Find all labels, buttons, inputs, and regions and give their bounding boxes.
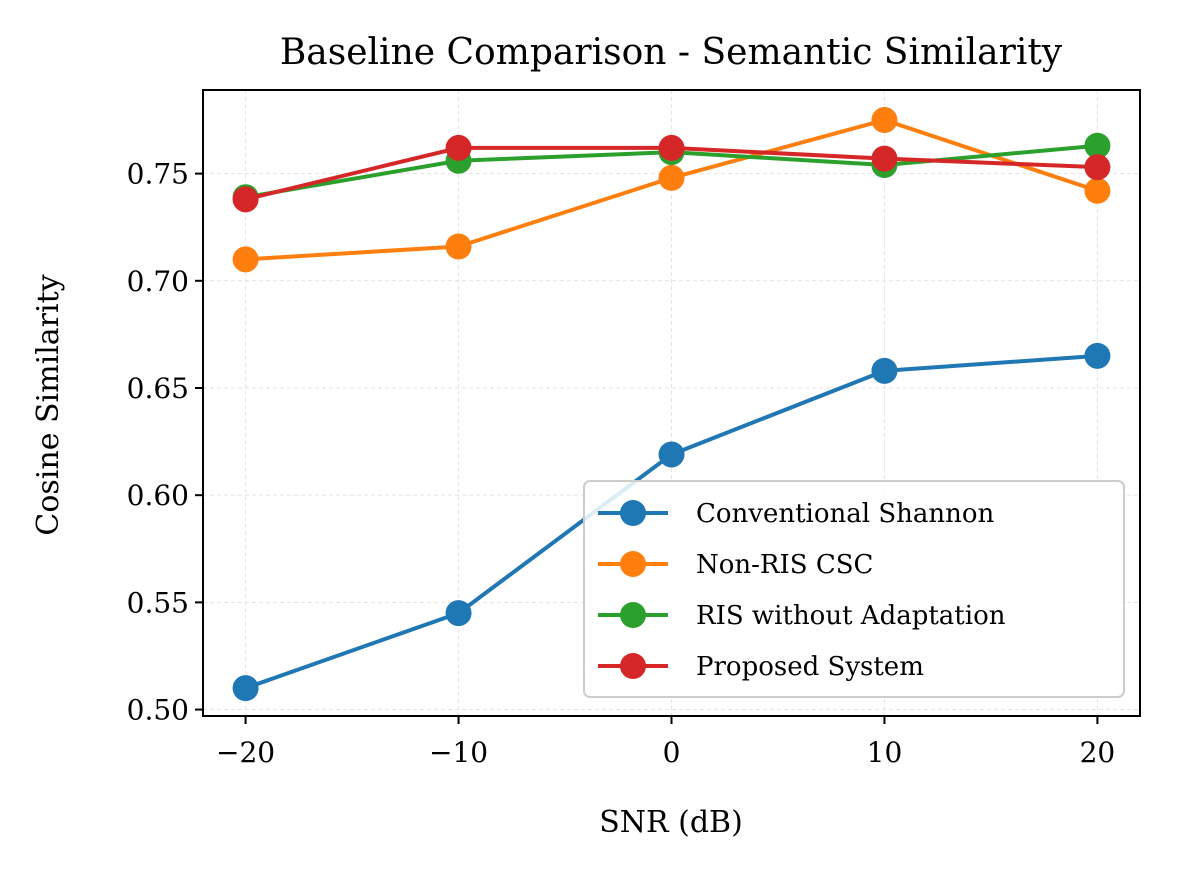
data-point [871,357,898,384]
series [232,342,1111,702]
legend-marker [620,653,646,679]
x-tick-label: 20 [1080,736,1116,769]
legend-marker [620,602,646,628]
data-point [658,164,685,191]
data-point [232,186,259,213]
y-tick-label: 0.65 [127,372,189,405]
legend-marker [620,551,646,577]
axis-ticks: −20 −10 0 10 20 0.50 0.55 0.60 0.65 0.70 0.75 [127,158,1116,769]
data-point [871,107,898,134]
data-point [1084,342,1111,369]
x-axis-label: SNR (dB) [599,805,743,840]
data-point [1084,132,1111,159]
y-tick-label: 0.50 [127,694,189,727]
data-point [658,134,685,161]
data-point [445,233,472,260]
data-point [1084,177,1111,204]
x-tick-label: −20 [216,736,275,769]
data-point [232,675,259,702]
legend-item: RIS without Adaptation [598,601,1006,631]
y-tick-label: 0.75 [127,158,189,191]
data-point [1084,154,1111,181]
legend-label: Conventional Shannon [696,499,995,529]
y-tick-label: 0.55 [127,586,189,619]
y-tick-label: 0.70 [127,265,189,298]
chart-title: Baseline Comparison - Semantic Similarit… [280,32,1063,73]
legend-label: Proposed System [696,652,924,682]
x-tick-label: 0 [663,736,681,769]
legend-item: Proposed System [598,652,924,682]
legend-item: Non-RIS CSC [598,550,873,580]
legend-box [583,480,1125,698]
data-point [658,441,685,468]
legend-label: RIS without Adaptation [696,601,1006,631]
data-point [445,134,472,161]
data-point [232,246,259,273]
series [232,134,1111,213]
series [232,107,1111,273]
x-tick-label: 10 [867,736,903,769]
x-tick-label: −10 [429,736,488,769]
legend-label: Non-RIS CSC [696,550,873,580]
y-axis-label: Cosine Similarity [31,274,66,535]
legend-marker [620,500,646,526]
series-layer [232,107,1111,702]
legend: Conventional Shannon Non-RIS CSC RIS witho… [583,480,1125,698]
y-tick-label: 0.60 [127,479,189,512]
data-point [871,145,898,172]
data-point [445,600,472,627]
legend-item: Conventional Shannon [598,499,995,529]
